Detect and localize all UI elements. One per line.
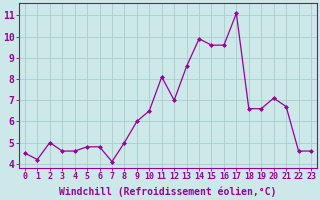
X-axis label: Windchill (Refroidissement éolien,°C): Windchill (Refroidissement éolien,°C)	[59, 187, 277, 197]
